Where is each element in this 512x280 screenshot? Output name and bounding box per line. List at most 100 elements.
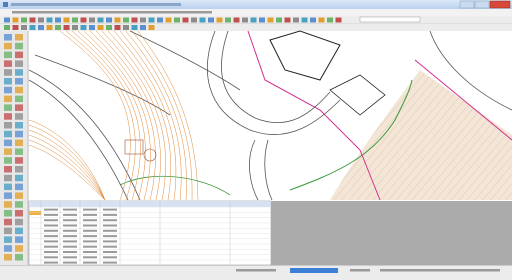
tool-icon[interactable] bbox=[276, 18, 282, 23]
tool-icon[interactable] bbox=[64, 18, 70, 23]
tool-icon[interactable] bbox=[106, 18, 112, 23]
tool-icon[interactable] bbox=[72, 25, 78, 30]
tool-icon[interactable] bbox=[15, 87, 23, 94]
tool-icon[interactable] bbox=[4, 69, 12, 76]
tool-icon[interactable] bbox=[208, 18, 214, 23]
tool-icon[interactable] bbox=[15, 254, 23, 261]
tool-icon[interactable] bbox=[38, 18, 44, 23]
tool-icon[interactable] bbox=[15, 69, 23, 76]
tool-icon[interactable] bbox=[157, 18, 163, 23]
tool-icon[interactable] bbox=[327, 18, 333, 23]
tool-icon[interactable] bbox=[4, 140, 12, 147]
tool-icon[interactable] bbox=[89, 25, 95, 30]
tool-icon[interactable] bbox=[15, 219, 23, 226]
tool-icon[interactable] bbox=[13, 25, 19, 30]
tool-icon[interactable] bbox=[4, 78, 12, 85]
tool-icon[interactable] bbox=[336, 18, 342, 23]
tool-icon[interactable] bbox=[98, 25, 104, 30]
tool-icon[interactable] bbox=[115, 18, 121, 23]
tool-icon[interactable] bbox=[15, 192, 23, 199]
tool-icon[interactable] bbox=[81, 25, 87, 30]
tool-icon[interactable] bbox=[55, 18, 61, 23]
tool-icon[interactable] bbox=[15, 236, 23, 243]
tool-icon[interactable] bbox=[132, 18, 138, 23]
attribute-table[interactable] bbox=[29, 201, 271, 265]
tool-icon[interactable] bbox=[4, 18, 10, 23]
tool-icon[interactable] bbox=[89, 18, 95, 23]
tool-icon[interactable] bbox=[259, 18, 265, 23]
tool-icon[interactable] bbox=[47, 25, 53, 30]
tool-icon[interactable] bbox=[4, 245, 12, 252]
tool-icon[interactable] bbox=[4, 104, 12, 111]
tool-icon[interactable] bbox=[55, 25, 61, 30]
drawing-canvas[interactable] bbox=[29, 31, 512, 201]
tool-icon[interactable] bbox=[4, 60, 12, 67]
tool-icon[interactable] bbox=[15, 157, 23, 164]
tool-icon[interactable] bbox=[4, 228, 12, 235]
tool-icon[interactable] bbox=[30, 18, 36, 23]
tool-icon[interactable] bbox=[21, 18, 27, 23]
tool-icon[interactable] bbox=[4, 236, 12, 243]
tool-icon[interactable] bbox=[21, 25, 27, 30]
tool-icon[interactable] bbox=[4, 34, 12, 41]
tool-icon[interactable] bbox=[15, 201, 23, 208]
tool-icon[interactable] bbox=[4, 43, 12, 50]
tool-icon[interactable] bbox=[106, 25, 112, 30]
tool-icon[interactable] bbox=[15, 228, 23, 235]
tool-icon[interactable] bbox=[4, 87, 12, 94]
tool-icon[interactable] bbox=[15, 52, 23, 59]
tool-icon[interactable] bbox=[15, 184, 23, 191]
tool-icon[interactable] bbox=[123, 25, 129, 30]
tool-icon[interactable] bbox=[38, 25, 44, 30]
tool-icon[interactable] bbox=[15, 78, 23, 85]
tool-icon[interactable] bbox=[4, 201, 12, 208]
tool-icon[interactable] bbox=[98, 18, 104, 23]
tool-icon[interactable] bbox=[319, 18, 325, 23]
tool-icon[interactable] bbox=[4, 157, 12, 164]
tool-icon[interactable] bbox=[140, 18, 146, 23]
side-toolbar[interactable] bbox=[0, 31, 28, 265]
tool-icon[interactable] bbox=[15, 148, 23, 155]
tool-icon[interactable] bbox=[4, 25, 10, 30]
tool-icon[interactable] bbox=[15, 175, 23, 182]
tool-icon[interactable] bbox=[166, 18, 172, 23]
tool-icon[interactable] bbox=[4, 166, 12, 173]
tool-icon[interactable] bbox=[200, 18, 206, 23]
tool-icon[interactable] bbox=[15, 104, 23, 111]
window-buttons[interactable] bbox=[460, 1, 510, 8]
tool-icon[interactable] bbox=[47, 18, 53, 23]
tool-icon[interactable] bbox=[217, 18, 223, 23]
tool-icon[interactable] bbox=[115, 25, 121, 30]
tool-icon[interactable] bbox=[310, 18, 316, 23]
tool-icon[interactable] bbox=[81, 18, 87, 23]
tool-icon[interactable] bbox=[191, 18, 197, 23]
tool-icon[interactable] bbox=[4, 175, 12, 182]
tool-icon[interactable] bbox=[15, 34, 23, 41]
tool-icon[interactable] bbox=[242, 18, 248, 23]
tool-icon[interactable] bbox=[15, 140, 23, 147]
tool-icon[interactable] bbox=[4, 113, 12, 120]
menu-bar[interactable] bbox=[0, 9, 512, 16]
tool-icon[interactable] bbox=[4, 96, 12, 103]
tool-icon[interactable] bbox=[4, 131, 12, 138]
tool-icon[interactable] bbox=[302, 18, 308, 23]
tool-icon[interactable] bbox=[15, 166, 23, 173]
tool-icon[interactable] bbox=[268, 18, 274, 23]
tool-icon[interactable] bbox=[30, 25, 36, 30]
tool-icon[interactable] bbox=[149, 18, 155, 23]
tool-icon[interactable] bbox=[123, 18, 129, 23]
tool-icon[interactable] bbox=[140, 25, 146, 30]
tool-icon[interactable] bbox=[4, 192, 12, 199]
tool-icon[interactable] bbox=[183, 18, 189, 23]
toolbar[interactable] bbox=[0, 16, 512, 31]
tool-icon[interactable] bbox=[15, 96, 23, 103]
tool-icon[interactable] bbox=[15, 60, 23, 67]
tool-icon[interactable] bbox=[15, 245, 23, 252]
tool-icon[interactable] bbox=[4, 184, 12, 191]
tool-icon[interactable] bbox=[4, 122, 12, 129]
tool-icon[interactable] bbox=[64, 25, 70, 30]
tool-icon[interactable] bbox=[234, 18, 240, 23]
tool-icon[interactable] bbox=[15, 210, 23, 217]
tool-icon[interactable] bbox=[4, 219, 12, 226]
tool-icon[interactable] bbox=[15, 122, 23, 129]
